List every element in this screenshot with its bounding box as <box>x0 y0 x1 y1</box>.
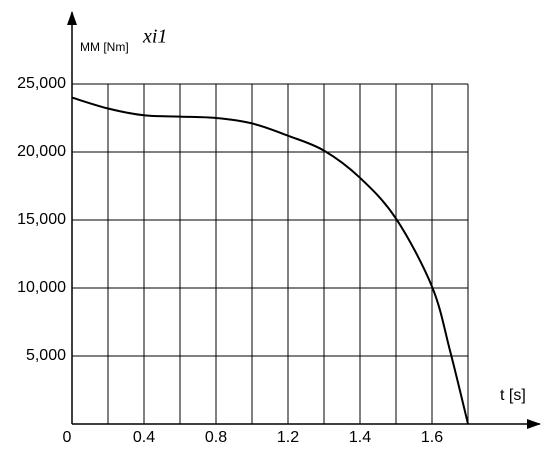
x-tick-label: 0.8 <box>205 429 227 446</box>
x-axis-label: t [s] <box>500 387 526 404</box>
line <box>71 96 469 425</box>
x-tick-label: 1.4 <box>349 429 371 446</box>
y-axis-label-suffix: xi1 <box>142 26 167 48</box>
x-tick-label: 0.4 <box>133 429 155 446</box>
x-tick-label: 1.6 <box>421 429 443 446</box>
y-tick-label: 25,000 <box>17 75 66 92</box>
y-tick-label: 10,000 <box>17 279 66 296</box>
y-tick-label: 20,000 <box>17 143 66 160</box>
x-tick-label: 0 <box>63 429 72 446</box>
y-tick-label: 5,000 <box>26 347 66 364</box>
x-tick-label: 1.2 <box>277 429 299 446</box>
y-tick-label: 15,000 <box>17 211 66 228</box>
y-axis-label: MM [Nm] <box>80 40 129 54</box>
